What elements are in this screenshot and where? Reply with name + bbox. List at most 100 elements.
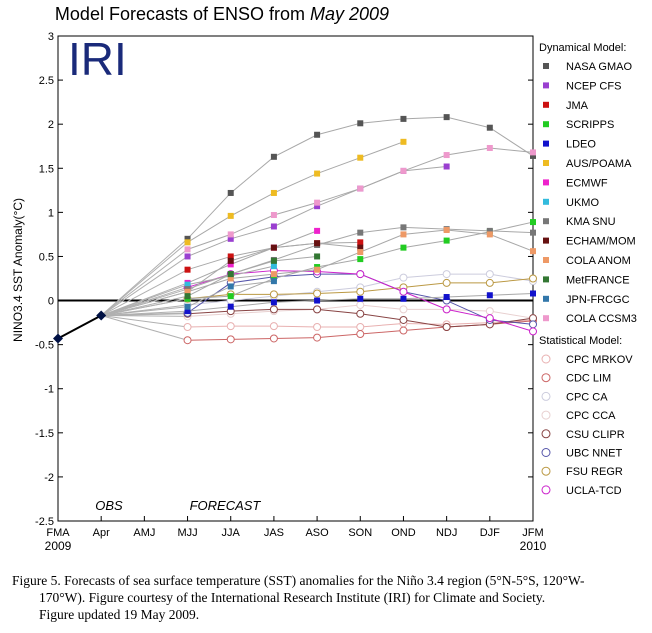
data-point (530, 290, 536, 297)
legend-item: SCRIPPS (543, 119, 614, 131)
data-point (227, 261, 234, 268)
obs-annotation: OBS (95, 498, 123, 513)
data-point (270, 271, 277, 278)
legend-label: AUS/POAMA (566, 158, 632, 170)
series-connector (100, 269, 188, 316)
data-point (314, 199, 321, 206)
series-connector (101, 315, 188, 341)
legend-marker (543, 121, 549, 128)
data-point (356, 287, 365, 296)
data-point (400, 244, 407, 251)
data-point (530, 149, 536, 156)
data-point (356, 270, 365, 279)
legend-marker (543, 140, 549, 147)
series-connector (101, 295, 188, 317)
data-point (443, 114, 450, 121)
data-point (485, 307, 494, 316)
data-point (227, 293, 234, 300)
year-start-label: 2009 (45, 539, 72, 553)
data-point (270, 153, 277, 160)
plot-area: -2.5 -2 -1.5 -1 -0.5 0 0.5 1 1.5 2 2.5 3 FMA Apr AMJ MJ… (35, 31, 547, 553)
legend-marker (543, 63, 549, 69)
data-point (442, 305, 451, 314)
x-tick-label: MJJ (177, 527, 197, 539)
data-point (184, 235, 191, 242)
legend-label: LDEO (566, 139, 596, 151)
series-connector (101, 284, 188, 317)
series-connector (101, 306, 188, 317)
data-point (184, 239, 191, 246)
y-tick-label: -0.5 (35, 340, 54, 352)
data-point (357, 249, 364, 256)
data-point (314, 266, 321, 273)
x-tick-label: AMJ (133, 527, 155, 539)
data-point (184, 293, 191, 300)
data-point (226, 335, 235, 344)
legend-label: UKMO (566, 197, 599, 209)
data-point (314, 170, 321, 177)
y-tick-label: 0 (48, 296, 54, 308)
legend-item: UBC NNET (541, 448, 623, 460)
data-point (400, 231, 407, 238)
x-tick-label: Apr (93, 527, 110, 539)
data-point (184, 288, 191, 295)
legend-marker (541, 429, 551, 439)
enso-forecast-chart: Model Forecasts of ENSO from May 2009 IR… (11, 4, 637, 553)
data-point (270, 223, 277, 230)
data-point (357, 239, 364, 246)
data-point (400, 138, 407, 145)
legend-marker (543, 198, 549, 205)
legend-label: COLA ANOM (566, 255, 631, 267)
y-tick-label: 0.5 (39, 251, 54, 263)
legend-label: ECMWF (566, 177, 608, 189)
legend-label: CPC MRKOV (566, 354, 633, 366)
legend-item: COLA CCSM3 (543, 313, 637, 325)
legend-label: NCEP CFS (566, 80, 621, 92)
data-point (270, 189, 277, 196)
series-connector (101, 310, 188, 317)
series-cpc-mrkov (101, 315, 537, 331)
observed-point (96, 310, 107, 321)
data-point (486, 227, 493, 234)
chart-title-date: May 2009 (310, 4, 389, 24)
caption-line-3: Figure updated 19 May 2009. (39, 607, 200, 622)
legend-marker (543, 295, 549, 302)
legend-item: ECMWF (543, 177, 608, 189)
data-point (485, 314, 494, 323)
legend-marker (543, 160, 549, 166)
series-connector (101, 291, 188, 317)
data-point (356, 300, 365, 309)
data-point (443, 237, 450, 244)
data-point (357, 256, 364, 263)
data-point (269, 322, 278, 331)
legend-item: AUS/POAMA (543, 158, 632, 170)
legend-marker (543, 257, 549, 263)
legend-item: JMA (543, 100, 589, 112)
legend-item: COLA ANOM (543, 255, 631, 267)
data-point (357, 229, 364, 236)
series-line (187, 116, 534, 240)
x-tick-label: NDJ (436, 527, 457, 539)
x-tick-label: ASO (305, 527, 329, 539)
x-tick-label: DJF (480, 527, 500, 539)
data-point (184, 303, 191, 310)
legend-marker (541, 448, 551, 457)
data-point (486, 124, 493, 131)
y-tick-label: -1.5 (35, 428, 54, 440)
series-jpn-frcgc (101, 278, 277, 317)
legend-label: MetFRANCE (566, 274, 630, 286)
data-point (227, 212, 234, 219)
data-point (184, 281, 191, 288)
data-point (270, 244, 277, 251)
legend-marker (543, 315, 549, 322)
y-tick-label: 1 (48, 207, 54, 219)
series-cola-anom (101, 227, 536, 317)
y-tick-label: -1 (44, 384, 54, 396)
data-point (314, 253, 321, 260)
data-point (183, 323, 192, 331)
legend-statistical-title: Statistical Model: (539, 335, 622, 347)
data-point (227, 271, 234, 278)
data-point (485, 278, 494, 287)
legend-item: CPC CA (541, 391, 608, 403)
data-point (313, 289, 322, 298)
